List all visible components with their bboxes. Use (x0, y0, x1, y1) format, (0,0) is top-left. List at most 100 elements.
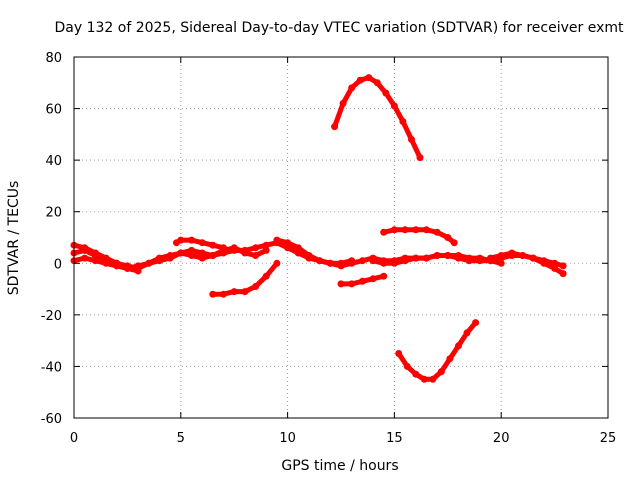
data-point (81, 244, 89, 252)
data-point (399, 118, 407, 125)
grid-lines (74, 57, 608, 418)
data-point (134, 262, 142, 270)
series-track-12 (369, 252, 505, 267)
data-point (559, 262, 567, 270)
x-tick-label: 20 (493, 431, 510, 446)
data-point (198, 239, 206, 247)
data-point (348, 84, 356, 92)
data-point (380, 228, 388, 236)
data-point (551, 264, 559, 272)
y-axis-label: SDTVAR / TECUs (6, 181, 22, 296)
data-point (326, 259, 334, 267)
data-point (401, 226, 409, 234)
data-point (339, 99, 347, 107)
data-point (209, 290, 217, 298)
data-point (390, 226, 398, 234)
data-point (444, 252, 452, 259)
data-point (337, 262, 345, 270)
x-tick-label: 0 (70, 431, 78, 446)
data-point (463, 329, 471, 337)
data-point (294, 244, 302, 252)
data-point (412, 254, 420, 262)
data-point (412, 226, 420, 234)
data-point (188, 246, 195, 254)
data-point (373, 79, 381, 87)
data-point (412, 370, 420, 378)
series-track-5 (209, 259, 281, 298)
data-point (369, 257, 377, 265)
data-point (166, 254, 174, 262)
data-point (416, 154, 424, 162)
data-point (113, 262, 121, 270)
data-point (465, 257, 473, 265)
series-track-4 (173, 236, 227, 252)
data-point (369, 275, 377, 283)
data-point (284, 239, 292, 247)
data-point (241, 288, 249, 296)
series-line (332, 75, 423, 161)
data-point (390, 102, 398, 110)
data-point (497, 252, 505, 259)
data-point (81, 254, 89, 262)
data-point (356, 76, 364, 84)
data-point (540, 259, 548, 267)
data-point (230, 288, 238, 296)
data-point (348, 259, 356, 267)
data-point (305, 252, 313, 259)
x-axis-label: GPS time / hours (281, 458, 398, 474)
data-point (497, 259, 505, 267)
x-tick-label: 15 (386, 431, 403, 446)
data-point (433, 252, 441, 259)
y-tick-label: 0 (54, 257, 62, 272)
y-tick-label: 60 (45, 103, 62, 118)
data-point (455, 254, 462, 262)
data-point (446, 355, 454, 363)
data-point (262, 246, 270, 254)
data-point (508, 249, 516, 257)
data-point (472, 319, 480, 327)
data-point (395, 350, 403, 357)
x-tick-label: 5 (177, 431, 185, 446)
data-point (177, 249, 185, 257)
data-point (358, 257, 366, 265)
data-point (476, 257, 484, 265)
x-tick-label: 10 (279, 431, 296, 446)
data-point (420, 375, 428, 383)
x-tick-label: 25 (600, 431, 617, 446)
y-tick-label: -60 (41, 412, 62, 427)
y-tick-label: -40 (41, 360, 62, 375)
data-point (380, 259, 388, 267)
data-point (487, 257, 494, 265)
y-tick-label: -20 (41, 309, 62, 324)
data-point (403, 362, 411, 370)
data-point (230, 244, 238, 252)
data-point (450, 239, 458, 247)
data-point (401, 257, 409, 265)
data-point (390, 259, 398, 267)
axis-ticks: 0 5 10 15 20 25 -60 -40 -20 0 20 40 60 80 (41, 51, 617, 446)
data-point (437, 368, 445, 376)
data-point (188, 236, 195, 244)
data-point (220, 290, 227, 298)
data-point (262, 272, 270, 280)
data-point (91, 257, 99, 265)
data-point (134, 267, 142, 275)
data-point (102, 259, 110, 267)
data-point (455, 342, 462, 350)
data-point (316, 257, 324, 265)
series-track-10 (395, 319, 480, 383)
data-point (529, 254, 537, 262)
data-point (331, 123, 339, 131)
series-track-8 (337, 272, 388, 288)
data-point (198, 254, 206, 262)
data-point (177, 236, 185, 244)
data-point (358, 277, 366, 285)
data-point (145, 259, 153, 267)
series-track-7 (331, 74, 424, 162)
data-point (262, 241, 270, 249)
data-point (559, 270, 567, 278)
data-point (220, 244, 227, 252)
data-point (422, 226, 430, 234)
data-point (102, 254, 110, 262)
